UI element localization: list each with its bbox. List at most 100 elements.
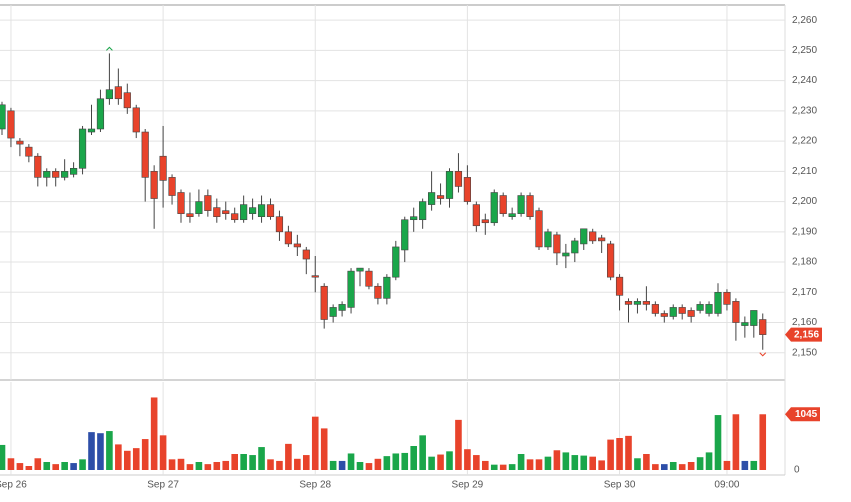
candle-body	[222, 210, 230, 214]
volume-bar	[508, 464, 516, 470]
candle-body	[660, 313, 668, 317]
volume-bar	[258, 447, 265, 470]
candle-body	[633, 301, 642, 305]
candle-body	[490, 192, 498, 224]
y-tick-label: 2,240	[792, 75, 817, 86]
volume-bar	[634, 458, 641, 470]
candle-body	[436, 195, 445, 199]
max-marker	[106, 46, 113, 51]
candle-body	[114, 86, 122, 100]
volume-bar	[34, 458, 42, 470]
candle-body	[687, 310, 695, 317]
candle-body	[562, 252, 570, 257]
candle-body	[383, 276, 391, 299]
candle-body	[0, 104, 6, 130]
x-tick-label: Sep 29	[452, 480, 484, 491]
volume-bar	[150, 397, 158, 470]
volume-bar	[249, 455, 256, 470]
last-volume-tag	[785, 407, 820, 422]
volume-bar	[401, 452, 409, 470]
volume-bar	[311, 416, 319, 470]
candle-body	[472, 204, 480, 227]
volume-bar	[562, 452, 570, 470]
volume-bar	[240, 454, 247, 470]
volume-bar	[186, 464, 194, 470]
last-volume-label: 1045	[795, 409, 818, 420]
candle-body	[43, 171, 51, 178]
volume-bar	[16, 463, 24, 470]
volume-bar	[607, 439, 614, 470]
volume-bar	[285, 443, 292, 470]
volume-tick-label: 0	[794, 465, 800, 476]
candle-body	[347, 270, 355, 308]
volume-bar	[482, 460, 489, 470]
candle-body	[177, 192, 185, 214]
volume-bar	[652, 464, 659, 470]
y-tick-label: 2,150	[792, 347, 817, 358]
candle-body	[266, 204, 275, 217]
volume-bar	[419, 435, 426, 470]
volume-bar	[696, 457, 704, 470]
x-tick-label: Sep 27	[147, 480, 179, 491]
last-price-tag	[785, 327, 822, 342]
y-tick-label: 2,180	[792, 257, 817, 268]
volume-bar	[535, 459, 543, 470]
volume-bar	[374, 458, 382, 470]
candle-body	[410, 216, 418, 221]
candle-body	[732, 301, 740, 323]
volume-bar	[687, 462, 695, 470]
volume-bar	[124, 450, 131, 470]
volume-bar	[115, 444, 122, 470]
y-tick-label: 2,190	[792, 226, 817, 237]
candle-body	[642, 301, 650, 305]
volume-bar	[553, 450, 561, 470]
x-tick-label: Sep 28	[299, 480, 331, 491]
candle-body	[517, 195, 525, 214]
candle-body	[481, 219, 489, 224]
volume-bar	[97, 433, 104, 470]
volume-bar	[329, 460, 337, 470]
candle-body	[25, 146, 33, 157]
candle-body	[320, 285, 328, 320]
candle-body	[750, 310, 758, 326]
volume-bar	[0, 444, 6, 470]
volume-bar	[732, 414, 740, 470]
candle-body	[87, 128, 96, 133]
volume-bar	[106, 431, 113, 470]
candle-body	[526, 195, 534, 217]
candle-body	[168, 177, 176, 196]
y-tick-label: 2,230	[792, 105, 817, 116]
candle-body	[204, 195, 212, 211]
volume-bar	[141, 439, 149, 470]
candle-body	[275, 216, 284, 233]
candle-body	[34, 155, 42, 178]
candle-body	[329, 307, 337, 317]
volume-bar	[320, 428, 328, 470]
x-tick-label: Sep 30	[604, 480, 636, 491]
candle-body	[419, 201, 427, 221]
candle-body	[651, 304, 659, 314]
candle-body	[52, 171, 60, 178]
candle-body	[365, 270, 373, 287]
volume-bar	[25, 466, 33, 470]
y-tick-label: 2,210	[792, 166, 817, 177]
volume-bar	[714, 415, 722, 470]
volume-bar	[365, 463, 373, 470]
candle-body	[508, 213, 516, 217]
volume-bar	[589, 456, 596, 470]
volume-bar	[571, 455, 579, 470]
volume-bar	[446, 451, 453, 470]
candle-body	[78, 128, 87, 169]
min-marker	[759, 352, 767, 357]
candle-body	[195, 201, 203, 214]
candle-body	[186, 213, 194, 217]
candle-body	[714, 291, 722, 314]
volume-bar	[43, 462, 51, 470]
candle-body	[356, 267, 364, 272]
volume-bar	[88, 432, 95, 470]
y-tick-label: 2,260	[792, 15, 817, 26]
volume-bar	[428, 456, 435, 470]
candle-body	[123, 92, 131, 109]
candle-body	[392, 246, 400, 278]
candle-body	[606, 243, 615, 278]
